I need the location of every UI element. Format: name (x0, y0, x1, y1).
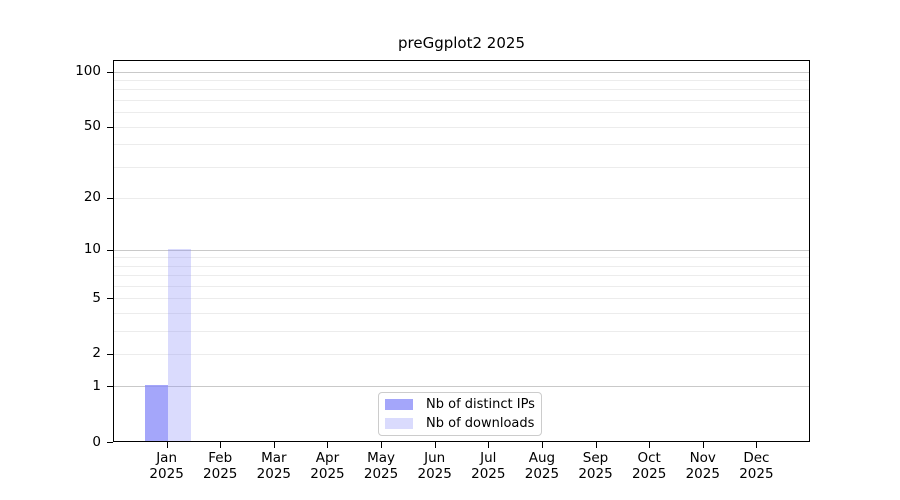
x-tick-mark (488, 442, 490, 448)
gridline-minor (114, 144, 809, 146)
y-tick-mark (107, 249, 113, 251)
gridline-minor (114, 298, 809, 300)
legend-label-downloads: Nb of downloads (426, 416, 535, 431)
x-tick-label: Oct 2025 (631, 450, 667, 482)
x-tick-label: May 2025 (363, 450, 399, 482)
x-tick-label: Jan 2025 (149, 450, 184, 482)
y-tick-mark (107, 71, 113, 73)
plot-area (113, 60, 810, 442)
x-tick-mark (434, 442, 436, 448)
gridline-minor (114, 275, 809, 277)
gridline-minor (114, 166, 809, 168)
x-tick-label: Dec 2025 (739, 450, 774, 482)
gridline-major (114, 386, 809, 388)
x-tick-mark (381, 442, 383, 448)
y-tick-label: 50 (83, 118, 101, 135)
x-tick-mark (273, 442, 275, 448)
y-tick-label: 0 (92, 433, 101, 450)
x-tick-label: Mar 2025 (256, 450, 292, 482)
legend-swatch-downloads (385, 418, 413, 429)
gridline-minor (114, 197, 809, 199)
y-tick-label: 10 (83, 241, 101, 258)
legend-label-distinct-ips: Nb of distinct IPs (426, 397, 535, 412)
x-tick-mark (220, 442, 222, 448)
x-tick-mark (327, 442, 329, 448)
x-tick-label: Jun 2025 (417, 450, 452, 482)
legend-item-distinct-ips: Nb of distinct IPs (385, 397, 535, 412)
y-tick-label: 100 (75, 63, 101, 80)
y-tick-mark (107, 386, 113, 388)
x-tick-mark (649, 442, 651, 448)
x-tick-label: Nov 2025 (685, 450, 720, 482)
x-tick-mark (166, 442, 168, 448)
legend: Nb of distinct IPs Nb of downloads (378, 392, 542, 436)
gridline-minor (114, 89, 809, 91)
chart-title: preGgplot2 2025 (398, 34, 525, 52)
y-tick-mark (107, 353, 113, 355)
gridline-minor (114, 353, 809, 355)
bar-downloads-jan (167, 248, 191, 441)
y-tick-label: 2 (92, 345, 101, 362)
y-tick-label: 5 (92, 289, 101, 306)
x-tick-label: Feb 2025 (203, 450, 238, 482)
gridline-minor (114, 285, 809, 287)
x-tick-mark (595, 442, 597, 448)
gridline-minor (114, 330, 809, 332)
gridline-minor (114, 80, 809, 82)
y-tick-mark (107, 442, 113, 443)
legend-item-downloads: Nb of downloads (385, 416, 535, 431)
bar-distinct-ips-jan (144, 385, 168, 441)
x-tick-label: Jul 2025 (471, 450, 506, 482)
x-tick-label: Apr 2025 (310, 450, 345, 482)
gridline-minor (114, 126, 809, 128)
x-tick-mark (756, 442, 758, 448)
x-tick-label: Aug 2025 (524, 450, 560, 482)
x-tick-mark (702, 442, 704, 448)
gridline-minor (114, 100, 809, 102)
gridline-minor (114, 312, 809, 314)
y-tick-mark (107, 197, 113, 199)
y-tick-label: 20 (83, 189, 101, 206)
gridline-minor (114, 112, 809, 114)
x-tick-mark (541, 442, 543, 448)
gridline-minor (114, 257, 809, 259)
y-tick-label: 1 (92, 377, 101, 394)
gridline-major (114, 249, 809, 251)
legend-swatch-distinct-ips (385, 399, 413, 410)
gridline-minor (114, 265, 809, 267)
y-tick-mark (107, 298, 113, 300)
y-tick-mark (107, 126, 113, 128)
x-tick-label: Sep 2025 (578, 450, 613, 482)
gridline-major (114, 71, 809, 73)
